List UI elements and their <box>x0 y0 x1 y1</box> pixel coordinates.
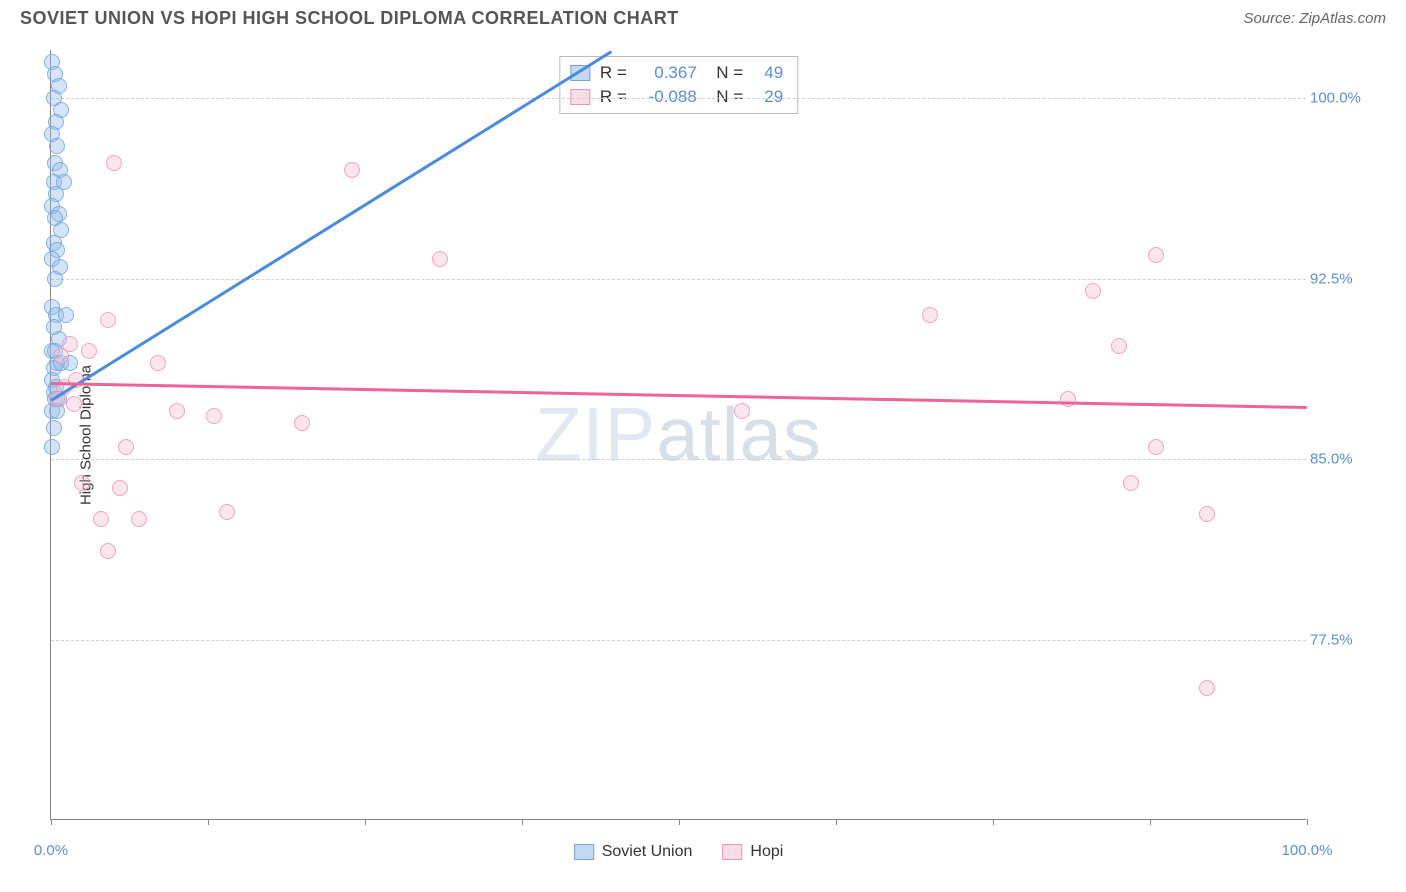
watermark: ZIPatlas <box>535 391 822 478</box>
x-tick <box>522 819 523 825</box>
x-tick <box>679 819 680 825</box>
y-tick-label: 100.0% <box>1310 90 1360 107</box>
stats-row-b: R = -0.088 N = 29 <box>570 85 783 109</box>
plot-wrap: High School Diploma ZIPatlas R = 0.367 N… <box>50 50 1350 820</box>
data-point <box>58 307 74 323</box>
stats-box: R = 0.367 N = 49 R = -0.088 N = 29 <box>559 56 798 114</box>
x-tick <box>1307 819 1308 825</box>
data-point <box>150 355 166 371</box>
y-tick-label: 77.5% <box>1310 631 1360 648</box>
gridline <box>51 279 1306 280</box>
n-value-a: 49 <box>753 63 783 83</box>
x-tick-label: 100.0% <box>1282 842 1333 859</box>
data-point <box>169 403 185 419</box>
data-point <box>100 312 116 328</box>
legend-item-a: Soviet Union <box>574 843 693 861</box>
data-point <box>1060 391 1076 407</box>
data-point <box>44 439 60 455</box>
data-point <box>1085 283 1101 299</box>
data-point <box>112 480 128 496</box>
n-value-b: 29 <box>753 87 783 107</box>
data-point <box>1199 506 1215 522</box>
chart-source: Source: ZipAtlas.com <box>1243 10 1386 27</box>
trend-line <box>50 50 612 401</box>
y-tick-label: 85.0% <box>1310 451 1360 468</box>
gridline <box>51 640 1306 641</box>
data-point <box>47 271 63 287</box>
r-value-a: 0.367 <box>637 63 697 83</box>
data-point <box>1148 247 1164 263</box>
data-point <box>131 511 147 527</box>
data-point <box>66 396 82 412</box>
data-point <box>106 155 122 171</box>
data-point <box>118 439 134 455</box>
plot-area: ZIPatlas R = 0.367 N = 49 R = -0.088 N =… <box>50 50 1306 820</box>
data-point <box>1199 680 1215 696</box>
legend-swatch-a <box>574 844 594 860</box>
chart-header: SOVIET UNION VS HOPI HIGH SCHOOL DIPLOMA… <box>0 0 1406 37</box>
x-tick <box>1150 819 1151 825</box>
x-tick-label: 0.0% <box>34 842 68 859</box>
legend-item-b: Hopi <box>722 843 783 861</box>
data-point <box>49 138 65 154</box>
data-point <box>922 307 938 323</box>
data-point <box>53 348 69 364</box>
swatch-b <box>570 89 590 105</box>
chart-title: SOVIET UNION VS HOPI HIGH SCHOOL DIPLOMA… <box>20 8 679 29</box>
x-tick <box>51 819 52 825</box>
gridline <box>51 459 1306 460</box>
x-tick <box>993 819 994 825</box>
x-tick <box>208 819 209 825</box>
data-point <box>100 543 116 559</box>
stats-row-a: R = 0.367 N = 49 <box>570 61 783 85</box>
data-point <box>294 415 310 431</box>
legend-label-b: Hopi <box>750 843 783 861</box>
data-point <box>1111 338 1127 354</box>
data-point <box>93 511 109 527</box>
data-point <box>344 162 360 178</box>
data-point <box>1123 475 1139 491</box>
legend-swatch-b <box>722 844 742 860</box>
bottom-legend: Soviet Union Hopi <box>574 843 784 861</box>
trend-line <box>51 382 1307 409</box>
data-point <box>74 475 90 491</box>
data-point <box>432 251 448 267</box>
data-point <box>734 403 750 419</box>
legend-label-a: Soviet Union <box>602 843 693 861</box>
data-point <box>206 408 222 424</box>
gridline <box>51 98 1306 99</box>
data-point <box>1148 439 1164 455</box>
data-point <box>81 343 97 359</box>
data-point <box>219 504 235 520</box>
r-value-b: -0.088 <box>637 87 697 107</box>
y-tick-label: 92.5% <box>1310 270 1360 287</box>
data-point <box>46 420 62 436</box>
x-tick <box>365 819 366 825</box>
x-tick <box>836 819 837 825</box>
